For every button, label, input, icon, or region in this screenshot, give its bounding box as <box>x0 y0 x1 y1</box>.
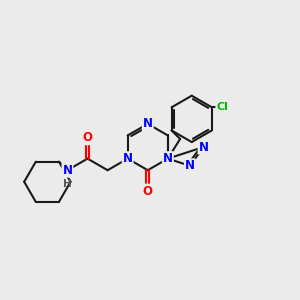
Text: O: O <box>82 131 92 144</box>
Text: N: N <box>62 164 72 177</box>
Text: N: N <box>123 152 133 165</box>
Text: N: N <box>185 159 195 172</box>
Text: N: N <box>143 117 153 130</box>
Text: H: H <box>63 179 72 189</box>
Text: O: O <box>143 184 153 198</box>
Text: N: N <box>199 140 208 154</box>
Text: N: N <box>163 152 173 165</box>
Text: Cl: Cl <box>216 102 228 112</box>
